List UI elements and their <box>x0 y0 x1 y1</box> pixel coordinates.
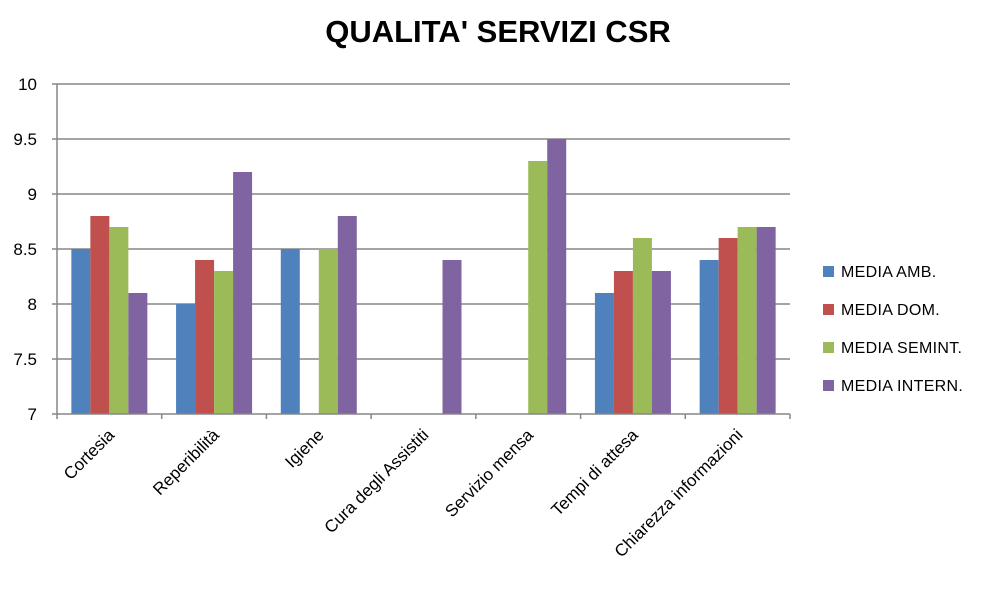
bar-media-amb <box>280 249 300 414</box>
bar-media-dom <box>90 216 110 414</box>
bar-media-semint <box>528 161 548 414</box>
bar-media-intern <box>233 172 253 414</box>
bar-media-amb <box>699 260 719 414</box>
bar-media-intern <box>756 227 776 414</box>
legend: MEDIA AMB. MEDIA DOM. MEDIA SEMINT. MEDIA I… <box>823 264 963 395</box>
legend-label: MEDIA DOM. <box>841 302 940 319</box>
bar-media-semint <box>318 249 338 414</box>
bar-media-dom <box>718 238 738 414</box>
legend-label: MEDIA AMB. <box>841 264 936 281</box>
chart-title: QUALITA' SERVIZI CSR <box>325 14 671 49</box>
y-tick-label: 8 <box>28 295 37 314</box>
bar-media-semint <box>214 271 234 414</box>
bar-media-semint <box>632 238 652 414</box>
y-tick-label: 7 <box>28 405 37 424</box>
x-category-label: Igiene <box>281 425 327 471</box>
bar-media-dom <box>195 260 215 414</box>
x-category-label: Cura degli Assistiti <box>321 425 433 537</box>
bar-media-intern <box>337 216 357 414</box>
legend-swatch <box>823 342 834 353</box>
y-tick-label: 9.5 <box>13 130 37 149</box>
y-tick-label: 10 <box>18 75 37 94</box>
bar-media-semint <box>109 227 129 414</box>
axes <box>52 83 791 419</box>
legend-swatch <box>823 266 834 277</box>
legend-swatch <box>823 304 834 315</box>
bar-media-intern <box>651 271 671 414</box>
bar-media-semint <box>737 227 757 414</box>
bar-media-intern <box>547 139 567 414</box>
bar-media-dom <box>613 271 633 414</box>
legend-label: MEDIA SEMINT. <box>841 340 962 357</box>
bar-media-intern <box>442 260 462 414</box>
legend-label: MEDIA INTERN. <box>841 378 963 395</box>
legend-swatch <box>823 380 834 391</box>
x-category-label: Servizio mensa <box>441 425 537 521</box>
bars <box>71 139 776 414</box>
x-category-label: Reperibilità <box>149 425 223 499</box>
y-tick-label: 9 <box>28 185 37 204</box>
bar-media-amb <box>176 304 196 414</box>
x-category-label: Tempi di attesa <box>547 425 642 520</box>
bar-media-amb <box>594 293 614 414</box>
x-category-label: Cortesia <box>60 425 119 484</box>
gridlines <box>57 83 790 360</box>
y-tick-label: 7.5 <box>13 350 37 369</box>
y-tick-label: 8.5 <box>13 240 37 259</box>
bar-media-intern <box>128 293 148 414</box>
bar-media-amb <box>71 249 91 414</box>
y-tick-labels: 7 7.5 8 8.5 9 9.5 10 <box>13 75 37 424</box>
